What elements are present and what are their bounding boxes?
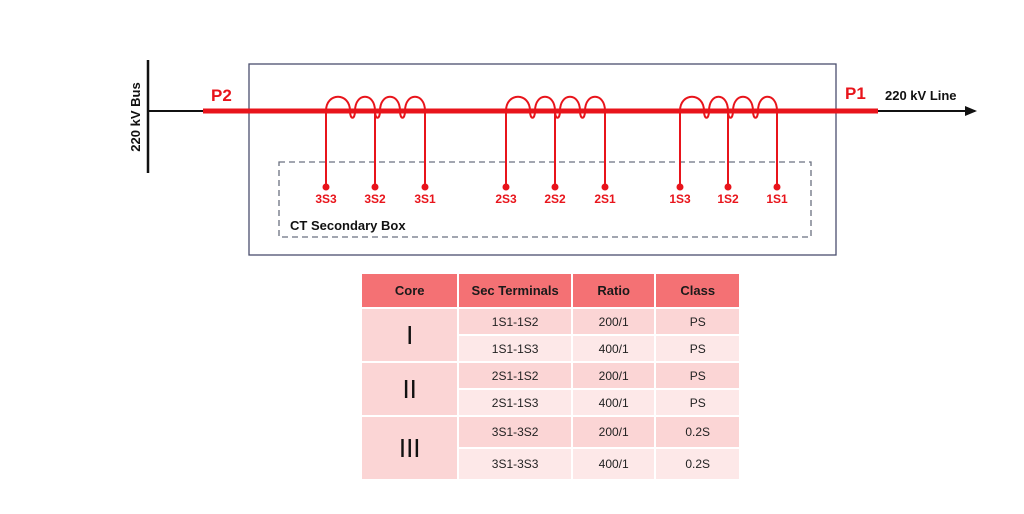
terminals-cell: 2S1-1S3 <box>457 388 573 417</box>
ratio-cell: 200/1 <box>570 307 657 336</box>
ratio-cell: 400/1 <box>570 388 657 417</box>
table-row: 1S1-1S3 400/1 PS <box>361 334 741 363</box>
class-cell: PS <box>654 334 741 363</box>
ct-ratio-table: Core Sec Terminals Ratio Class I 1S1-1S2… <box>359 272 741 481</box>
table-row: III 3S1-3S2 200/1 0.2S <box>359 415 741 481</box>
terminal-3s2-label: 3S2 <box>364 192 386 206</box>
ct-core-1 <box>679 95 778 187</box>
terminal-1s1-dot <box>773 183 781 191</box>
ratio-cell: 200/1 <box>570 361 657 390</box>
ct-secondary-box <box>278 161 812 238</box>
core-cell: III <box>359 415 460 481</box>
terminal-3s1-dot <box>421 183 429 191</box>
header-class: Class <box>654 272 741 309</box>
bus-label: 220 kV Bus <box>128 82 143 151</box>
terminal-1s2-dot <box>724 183 732 191</box>
terminal-2s1-label: 2S1 <box>594 192 616 206</box>
terminal-3s2-dot <box>371 183 379 191</box>
terminal-2s2-dot <box>551 183 559 191</box>
header-sec-terminals: Sec Terminals <box>457 272 573 309</box>
terminals-cell: 2S1-1S2 <box>457 361 573 390</box>
header-ratio: Ratio <box>570 272 657 309</box>
ct-core-3 <box>325 95 426 187</box>
core-cell: I <box>359 307 460 363</box>
ratio-cell: 400/1 <box>570 334 657 363</box>
terminal-2s3-dot <box>502 183 510 191</box>
terminal-1s3-dot <box>676 183 684 191</box>
terminals-cell: 3S1-3S2 <box>457 415 573 449</box>
ct-core-2 <box>505 95 606 187</box>
table-row: II 2S1-1S2 200/1 PS <box>359 361 741 417</box>
terminals-cell: 1S1-1S3 <box>457 334 573 363</box>
terminals-cell: 3S1-3S3 <box>457 447 573 481</box>
ratio-cell: 400/1 <box>570 447 657 481</box>
p2-label: P2 <box>211 86 232 105</box>
ct-enclosure <box>248 63 837 256</box>
terminal-3s3-label: 3S3 <box>315 192 337 206</box>
class-cell: 0.2S <box>654 415 741 449</box>
terminal-2s3-label: 2S3 <box>495 192 517 206</box>
class-cell: PS <box>654 361 741 390</box>
header-core: Core <box>359 272 460 309</box>
terminal-3s1-label: 3S1 <box>414 192 436 206</box>
ratio-cell: 200/1 <box>570 415 657 449</box>
class-cell: 0.2S <box>654 447 741 481</box>
terminal-2s1-dot <box>601 183 609 191</box>
table-row: I 1S1-1S2 200/1 PS <box>359 307 741 363</box>
table-row: 2S1-1S3 400/1 PS <box>361 388 741 417</box>
terminals-cell: 1S1-1S2 <box>457 307 573 336</box>
class-cell: PS <box>654 388 741 417</box>
terminal-1s2-label: 1S2 <box>717 192 739 206</box>
terminal-2s2-label: 2S2 <box>544 192 566 206</box>
table-header-row: Core Sec Terminals Ratio Class <box>359 272 741 309</box>
p1-label: P1 <box>845 84 866 103</box>
line-label: 220 kV Line <box>885 88 957 103</box>
class-cell: PS <box>654 307 741 336</box>
core-cell: II <box>359 361 460 417</box>
secondary-box-label: CT Secondary Box <box>290 218 406 233</box>
table-row: 3S1-3S3 400/1 0.2S <box>361 447 741 481</box>
terminal-3s3-dot <box>322 183 330 191</box>
terminal-1s1-label: 1S1 <box>766 192 788 206</box>
terminal-1s3-label: 1S3 <box>669 192 691 206</box>
